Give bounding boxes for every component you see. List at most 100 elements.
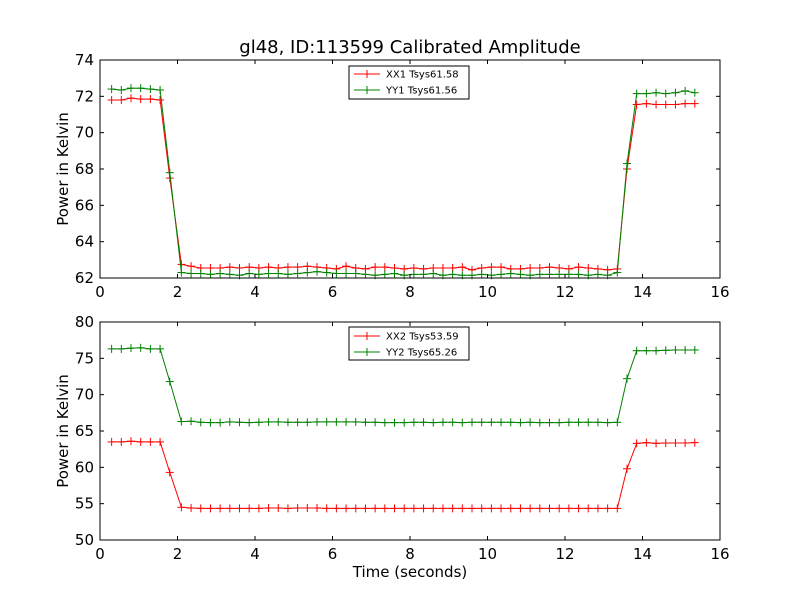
bottom-series-1-point (264, 504, 273, 513)
bottom-series-2-point (254, 418, 263, 427)
top-series-2-point (681, 86, 690, 95)
bottom-series-1-point (477, 504, 486, 513)
bottom-series-1-point (593, 504, 602, 513)
legend-label-xx2: XX2 Tsys53.59 (386, 332, 459, 343)
bottom-series-2-point (661, 346, 670, 355)
top-y-tick-label: 62 (75, 269, 94, 287)
bottom-series-2-point (545, 418, 554, 427)
bottom-series-1-point (371, 504, 380, 513)
bottom-series-2-point (671, 345, 680, 354)
top-series-1-point (652, 100, 661, 109)
top-series-2-point (555, 270, 564, 279)
bottom-series-1-point (274, 504, 283, 513)
bottom-plot-legend: XX2 Tsys53.59 YY2 Tsys65.26 (348, 326, 470, 361)
bottom-series-1-point (177, 503, 186, 512)
bottom-plot-marks (107, 343, 699, 513)
top-series-1-point (574, 263, 583, 272)
top-series-2-point (165, 168, 174, 177)
top-x-tick-label: 4 (250, 283, 260, 301)
bottom-series-1-point (196, 504, 205, 513)
bottom-series-2-point (165, 377, 174, 386)
bottom-x-tick-label: 2 (173, 545, 183, 563)
bottom-series-1-point (516, 504, 525, 513)
figure-title: gl48, ID:113599 Calibrated Amplitude (239, 37, 580, 58)
top-series-1-point (526, 264, 535, 273)
top-series-1-point (487, 263, 496, 272)
top-series-2-point (245, 269, 254, 278)
bottom-series-1-point (468, 504, 476, 513)
top-plot-marks (107, 84, 699, 280)
bottom-y-tick-label: 65 (75, 422, 94, 440)
bottom-series-2-point (235, 418, 244, 427)
bottom-series-1-point (127, 437, 135, 446)
bottom-series-1-point (254, 504, 263, 513)
top-series-2-point (497, 270, 506, 279)
top-series-1-point (156, 95, 165, 104)
bottom-y-tick-label: 50 (75, 531, 94, 549)
top-series-2-point (127, 84, 135, 93)
bottom-series-2-point (623, 374, 631, 383)
bottom-series-2-point (555, 418, 564, 427)
top-series-2-point (177, 268, 186, 277)
bottom-series-1-point (225, 504, 234, 513)
top-series-1-point (107, 95, 116, 104)
bottom-series-1-point (390, 504, 399, 513)
bottom-series-2-point (177, 417, 186, 426)
top-series-2-point (332, 269, 341, 278)
top-series-2-point (254, 270, 263, 279)
top-series-2-point (322, 268, 331, 277)
bottom-x-tick-label: 6 (328, 545, 338, 563)
bottom-series-2-point (438, 418, 447, 427)
bottom-series-2-point (342, 417, 351, 426)
bottom-series-2-point (535, 418, 544, 427)
bottom-series-1-point (584, 504, 593, 513)
top-series-1-point (235, 264, 244, 273)
top-series-1-point (127, 94, 135, 103)
bottom-series-1-point (642, 438, 651, 447)
top-series-2-point (545, 270, 554, 279)
bottom-series-1-point (458, 504, 467, 513)
top-series-1-point (671, 100, 680, 109)
top-series-1-point (438, 264, 447, 273)
bottom-series-2-point (497, 418, 506, 427)
bottom-series-2-point (136, 343, 145, 352)
bottom-series-2-point (293, 418, 302, 427)
bottom-series-2-point (196, 418, 205, 427)
legend-label-yy2: YY2 Tsys65.26 (385, 348, 457, 359)
top-series-2-point (690, 88, 699, 97)
bottom-series-1-point (303, 504, 312, 513)
bottom-series-2-point (613, 418, 622, 427)
bottom-series-2-point (187, 417, 196, 426)
top-series-1-point (342, 262, 351, 271)
top-series-1-point (458, 263, 467, 272)
top-series-2-point (361, 270, 370, 279)
bottom-series-2-point (322, 417, 331, 426)
bottom-series-2-point (419, 418, 428, 427)
top-series-1-point (225, 263, 234, 272)
bottom-series-2-point (351, 417, 360, 426)
top-series-2-point (136, 84, 145, 93)
bottom-series-2-point (117, 344, 126, 353)
bottom-series-1-point (632, 439, 641, 448)
top-series-2-point (574, 270, 583, 279)
top-series-2-point (593, 270, 602, 279)
top-series-2-point (419, 270, 428, 279)
top-series-2-point (613, 268, 622, 277)
top-series-2-point (506, 269, 515, 278)
top-series-2-point (206, 270, 215, 279)
top-series-1-point (371, 263, 380, 272)
bottom-series-1-point (313, 504, 321, 513)
top-series-2-point (313, 267, 321, 276)
top-series-2-point (448, 270, 457, 279)
top-series-1-point (545, 263, 554, 272)
top-x-tick-label: 0 (95, 283, 105, 301)
bottom-series-2-point (216, 418, 225, 427)
bottom-series-1-point (107, 437, 116, 446)
bottom-x-tick-label: 16 (710, 545, 729, 563)
bottom-series-1-point (332, 504, 341, 513)
bottom-plot: 0 2 4 6 8 10 12 14 16 50 55 60 65 70 75 80 Power in Kel… (54, 313, 730, 581)
top-series-2-point (303, 268, 312, 277)
